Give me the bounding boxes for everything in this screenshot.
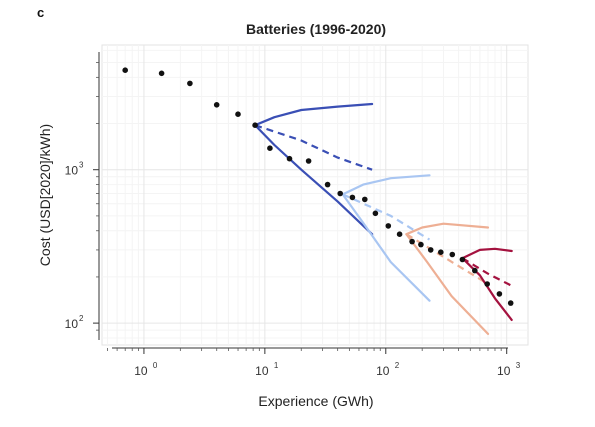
observed-points: [122, 67, 514, 306]
observed-point: [427, 247, 434, 253]
projection-lower-line: [461, 257, 513, 321]
observed-point: [372, 210, 379, 217]
observed-point: [158, 70, 165, 77]
observed-point: [213, 102, 220, 108]
observed-point: [418, 241, 424, 248]
observed-point: [438, 249, 444, 255]
observed-point: [252, 122, 258, 128]
projection-1: [254, 102, 374, 236]
axes: 10 0 10 1 10 2 10 310 210 3: [65, 52, 521, 378]
observed-point: [305, 158, 312, 164]
grid: [102, 45, 528, 345]
projection-lower-line: [254, 124, 374, 236]
observed-point: [349, 194, 356, 201]
projection-3: [405, 222, 490, 335]
projection-lower-line: [405, 233, 490, 335]
x-tick-exponent: 3: [516, 361, 521, 370]
y-tick-exponent: 2: [79, 314, 84, 323]
x-tick-label: 10: [497, 364, 511, 378]
observed-point: [385, 223, 392, 229]
y-tick-label: 10: [65, 164, 79, 178]
observed-point: [337, 190, 344, 197]
x-tick-exponent: 2: [395, 361, 400, 370]
x-tick-exponent: 0: [153, 361, 158, 370]
projection-upper-line: [405, 222, 490, 236]
projection-4: [461, 247, 513, 321]
x-tick-exponent: 1: [274, 361, 279, 370]
projection-2: [341, 174, 431, 302]
observed-point: [362, 196, 368, 203]
observed-point: [396, 231, 403, 237]
projection-median-line: [254, 124, 373, 171]
projection-median-line: [405, 233, 489, 285]
projection-median-line: [461, 257, 513, 287]
observed-point: [472, 267, 478, 274]
observed-point: [187, 80, 193, 87]
x-axis-label: Experience (GWh): [258, 393, 373, 409]
observed-point: [267, 145, 273, 151]
x-tick-label: 10: [134, 364, 148, 378]
observed-point: [122, 67, 128, 73]
projection-upper-line: [461, 247, 513, 260]
plot-area: [101, 44, 529, 346]
projection-lower-line: [341, 193, 431, 302]
observed-point: [484, 281, 491, 287]
observed-point: [459, 256, 466, 263]
observed-point: [496, 291, 503, 297]
y-tick-exponent: 3: [79, 161, 84, 170]
x-tick-label: 10: [255, 364, 269, 378]
observed-point: [324, 181, 331, 188]
observed-point: [507, 300, 514, 306]
observed-point: [235, 111, 241, 117]
observed-point: [409, 238, 415, 245]
observed-point: [286, 155, 293, 162]
projection-upper-line: [254, 102, 374, 127]
chart-title: Batteries (1996-2020): [246, 21, 386, 37]
projection-median-line: [342, 193, 431, 241]
series-layer: [254, 102, 513, 335]
y-tick-label: 10: [65, 317, 79, 331]
observed-point: [449, 251, 456, 258]
panel-letter: c: [37, 5, 44, 20]
projection-upper-line: [341, 174, 431, 196]
y-axis-label: Cost (USD[2020]/kWh): [37, 124, 53, 266]
x-tick-label: 10: [376, 364, 390, 378]
